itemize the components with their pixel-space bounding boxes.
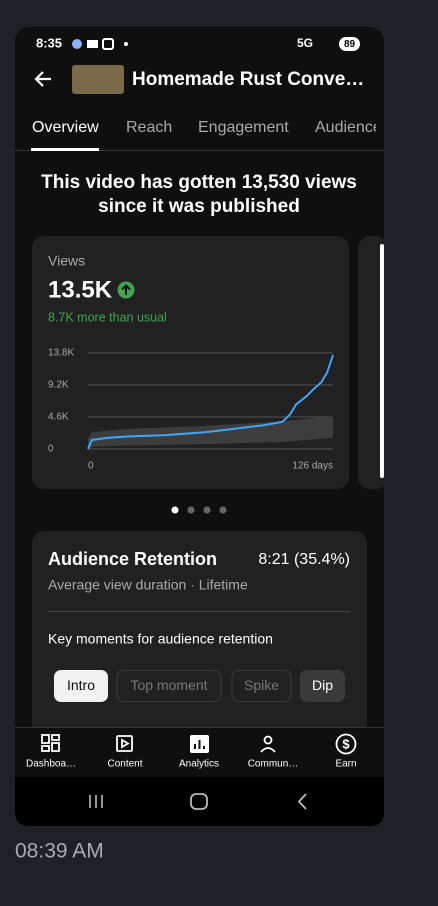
x-tick-label: 0: [88, 461, 94, 472]
status-icon: [124, 42, 128, 46]
x-tick-label: 126 days: [292, 461, 333, 472]
nav-icon: [260, 747, 276, 753]
video-thumbnail: [72, 65, 124, 94]
back-nav-button[interactable]: [297, 793, 307, 810]
status-icon: [102, 38, 114, 50]
card-label: Views: [48, 253, 85, 269]
nav-icon: [263, 735, 273, 745]
home-button[interactable]: [190, 793, 208, 810]
up-arrow: [121, 284, 131, 295]
video-title: Homemade Rust Conve…: [132, 69, 364, 90]
chip[interactable]: [300, 670, 345, 702]
views-line: [87, 354, 334, 450]
nav-icon: [51, 742, 60, 752]
battery: [339, 37, 360, 51]
headline: This video has gotten 13,530 views: [41, 172, 357, 193]
tab[interactable]: Reach: [126, 119, 172, 136]
y-tick-label: 13.8K: [48, 348, 74, 359]
chip-label: Top moment: [130, 677, 207, 693]
nav-label[interactable]: Earn: [335, 759, 356, 770]
tab-indicator: [31, 148, 99, 151]
chip[interactable]: [54, 670, 108, 702]
nav-icon: [41, 734, 50, 744]
tab[interactable]: Overview: [32, 119, 99, 136]
tab[interactable]: Engagement: [198, 119, 289, 136]
nav-icon: [335, 733, 357, 755]
tab[interactable]: Audience: [315, 119, 382, 136]
nav-icon: [41, 745, 50, 752]
screen-edge: [384, 230, 438, 500]
y-tick-label: 4.6K: [48, 412, 69, 423]
card-comparison: 8.7K more than usual: [48, 310, 167, 324]
tab-divider: [15, 150, 384, 151]
nav-icons: [41, 733, 357, 755]
chip-label: Intro: [67, 677, 95, 693]
pager-dot[interactable]: [187, 506, 195, 514]
card-value: 13.5K: [48, 276, 113, 303]
nav-divider: [15, 727, 384, 728]
views-chart: 0 4.6K 9.2K 13.8K 0 126 days: [48, 348, 334, 472]
chip[interactable]: [231, 670, 292, 702]
status-icon: [72, 39, 82, 49]
prompt: Key moments for audience retention: [48, 631, 273, 647]
y-tick-label: 0: [48, 444, 54, 455]
divider: [48, 611, 350, 612]
timestamp: 08:39 AM: [15, 840, 104, 863]
card-title: Audience Retention: [48, 549, 217, 569]
nav-label[interactable]: Analytics: [179, 759, 219, 770]
retention-card[interactable]: [32, 531, 367, 751]
pager-dot[interactable]: [171, 506, 179, 514]
chip[interactable]: [116, 670, 222, 702]
recents-button[interactable]: [89, 795, 103, 808]
pager-dot[interactable]: [203, 506, 211, 514]
nav-label[interactable]: Dashboa…: [26, 759, 76, 770]
nav-icon: [121, 738, 130, 749]
card-subtitle: Average view duration · Lifetime: [48, 577, 248, 593]
status-time: 8:35: [36, 35, 62, 50]
headline: since it was published: [98, 196, 300, 217]
scroll-edge: [380, 244, 384, 478]
nav-icon: [51, 734, 60, 741]
card-value: 8:21 (35.4%): [258, 551, 350, 568]
nav-label[interactable]: Content: [107, 759, 142, 770]
battery-level: 89: [344, 39, 356, 50]
nav-icon: [116, 735, 133, 752]
status-icon: [87, 40, 98, 48]
nav-icon: [194, 740, 205, 749]
y-tick-label: 9.2K: [48, 380, 69, 391]
chip-label: Spike: [244, 677, 279, 693]
views-card[interactable]: [32, 236, 349, 489]
system-nav: [15, 777, 384, 826]
status-network: 5G: [297, 36, 313, 50]
tab-fade: [376, 108, 384, 150]
nav-label[interactable]: Commun…: [248, 759, 299, 770]
pager-dot[interactable]: [219, 506, 227, 514]
back-button[interactable]: [34, 71, 51, 87]
chip-label: Dip: [312, 677, 333, 693]
nav-icon: $: [342, 736, 350, 751]
